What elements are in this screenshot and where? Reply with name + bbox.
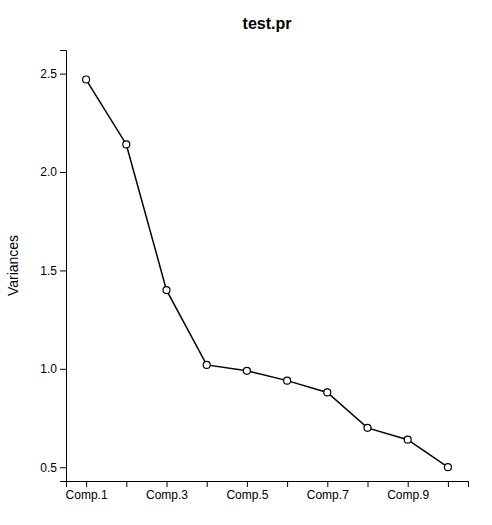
x-tick	[126, 481, 127, 487]
point	[284, 377, 291, 384]
x-tick: Comp.7	[307, 481, 349, 502]
x-tick: Comp.3	[146, 481, 188, 502]
y-tick-label: 2.0	[40, 165, 57, 179]
y-axis-line	[60, 51, 67, 482]
point	[324, 389, 331, 396]
x-tick	[287, 481, 288, 487]
y-tick-label: 1.0	[40, 362, 57, 376]
x-axis-line	[67, 482, 469, 488]
x-tick-mark	[86, 481, 87, 487]
y-tick: 1.5	[40, 264, 66, 278]
x-tick-label: Comp.1	[66, 488, 108, 502]
point	[364, 424, 371, 431]
x-tick-mark	[368, 481, 369, 487]
x-tick-mark	[327, 481, 328, 487]
y-tick-mark	[60, 270, 66, 271]
title: test.pr	[243, 15, 292, 32]
x-tick-mark	[408, 481, 409, 487]
y-tick-label: 2.5	[40, 67, 57, 81]
point	[123, 141, 130, 148]
x-tick-mark	[247, 481, 248, 487]
x-tick	[368, 481, 369, 487]
x-tick-mark	[126, 481, 127, 487]
y-axis: 0.5 1.0 1.5 2.0 2.5	[40, 51, 66, 482]
x-tick	[207, 481, 208, 487]
x-tick: Comp.9	[387, 481, 429, 502]
y-axis-title: Variances	[5, 235, 21, 296]
line	[86, 80, 448, 468]
point	[203, 361, 210, 368]
point	[243, 367, 250, 374]
x-tick-label: Comp.3	[146, 488, 188, 502]
point	[163, 287, 170, 294]
y-tick: 1.0	[40, 362, 66, 376]
y-tick-mark	[60, 369, 66, 370]
x-tick-mark	[287, 481, 288, 487]
x-tick-label: Comp.5	[226, 488, 268, 502]
y-tick-mark	[60, 172, 66, 173]
y-tick-mark	[60, 74, 66, 75]
plot-area: Comp.1 Comp.3 Comp.5 Comp.7 Comp.9 0.5 1.0 1.5 2…	[40, 51, 468, 502]
x-tick	[448, 481, 449, 487]
y-tick-label: 0.5	[40, 461, 57, 475]
point	[404, 436, 411, 443]
y-tick: 2.0	[40, 165, 66, 179]
x-tick-label: Comp.7	[307, 488, 349, 502]
y-tick: 2.5	[40, 67, 66, 81]
y-tick-label: 1.5	[40, 264, 57, 278]
x-tick-mark	[448, 481, 449, 487]
y-tick-mark	[60, 467, 66, 468]
x-tick: Comp.1	[66, 481, 108, 502]
point	[444, 464, 451, 471]
marks	[83, 76, 452, 471]
chart: Comp.1 Comp.3 Comp.5 Comp.7 Comp.9 0.5 1.0 1.5 2…	[0, 0, 492, 525]
x-tick-mark	[207, 481, 208, 487]
x-axis: Comp.1 Comp.3 Comp.5 Comp.7 Comp.9	[66, 481, 469, 502]
x-tick-label: Comp.9	[387, 488, 429, 502]
point	[83, 76, 90, 83]
y-tick: 0.5	[40, 461, 66, 475]
x-tick: Comp.5	[226, 481, 268, 502]
x-tick-mark	[167, 481, 168, 487]
